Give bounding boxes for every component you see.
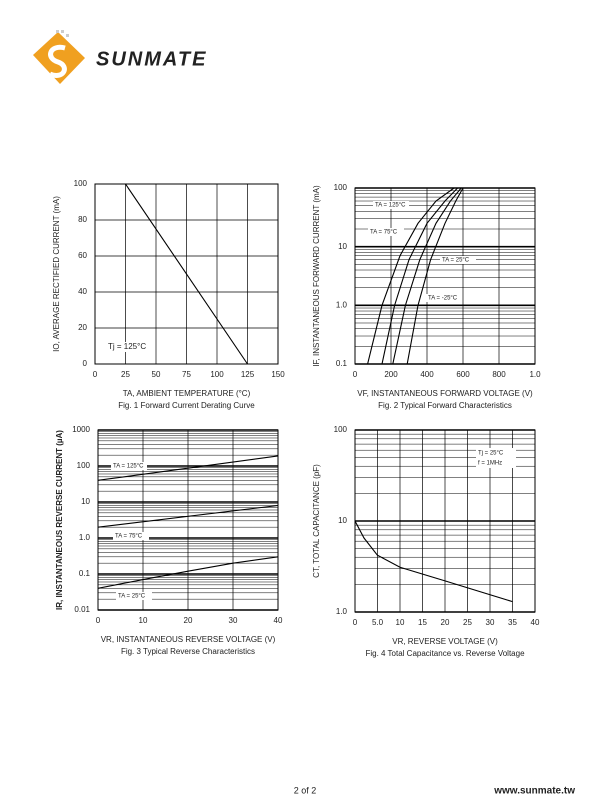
series-line [381, 187, 458, 365]
series-label: TA = 75°C [370, 230, 398, 236]
caption: Fig. 2 Typical Forward Characteristics [378, 401, 512, 410]
y-axis-label: CT, TOTAL CAPACITANCE (pF) [312, 464, 321, 578]
y-tick-label: 40 [78, 287, 87, 296]
x-tick-label: 1.0 [529, 370, 541, 379]
x-tick-label: 100 [210, 370, 224, 379]
x-tick-label: 25 [121, 370, 130, 379]
series-line [354, 520, 513, 603]
caption: Fig. 3 Typical Reverse Characteristics [121, 647, 255, 656]
annotation-bg [106, 342, 146, 352]
series-label: TA = 125°C [113, 464, 144, 470]
x-axis-label: VF, INSTANTANEOUS FORWARD VOLTAGE (V) [357, 389, 533, 398]
series-label: TA = 25°C [118, 594, 146, 600]
series-label-bg [113, 532, 149, 540]
annotation-bg [476, 458, 516, 468]
x-tick-label: 200 [384, 370, 398, 379]
x-tick-label: 40 [274, 616, 283, 625]
y-tick-label: 10 [338, 516, 347, 525]
y-tick-label: 1000 [72, 425, 90, 434]
series-label: TA = 25°C [442, 258, 470, 264]
x-tick-label: 15 [418, 618, 427, 627]
y-axis-label: IO, AVERAGE RECTIFIED CURRENT (mA) [52, 196, 61, 352]
x-tick-label: 5.0 [372, 618, 384, 627]
x-tick-label: 125 [241, 370, 255, 379]
series-label-bg [116, 592, 152, 600]
series-label-bg [368, 228, 404, 236]
y-tick-label: 1.0 [336, 300, 348, 309]
y-tick-label: 0.1 [336, 359, 348, 368]
page-number: 2 of 2 [294, 785, 317, 795]
annotation: Tj = 125°C [108, 342, 146, 351]
x-tick-label: 25 [463, 618, 472, 627]
y-axis-label: IR, INSTANTANEOUS REVERSE CURRENT (µA) [55, 430, 64, 610]
y-tick-label: 0 [83, 359, 88, 368]
x-axis-label: VR, INSTANTANEOUS REVERSE VOLTAGE (V) [101, 635, 276, 644]
x-tick-label: 30 [229, 616, 238, 625]
x-tick-label: 35 [508, 618, 517, 627]
y-tick-label: 0.01 [74, 605, 90, 614]
x-tick-label: 20 [441, 618, 450, 627]
series-label-bg [111, 462, 147, 470]
logo-icon [33, 30, 85, 84]
y-tick-label: 80 [78, 215, 87, 224]
y-tick-label: 100 [334, 183, 348, 192]
x-tick-label: 800 [492, 370, 506, 379]
y-axis-label: IF, INSTANTANEOUS FORWARD CURRENT (mA) [312, 185, 321, 367]
y-tick-label: 1.0 [79, 533, 91, 542]
y-tick-label: 0.1 [79, 569, 91, 578]
y-tick-label: 20 [78, 323, 87, 332]
series-line [97, 504, 279, 528]
y-tick-label: 1.0 [336, 607, 348, 616]
x-tick-label: 0 [93, 370, 98, 379]
x-tick-label: 50 [152, 370, 161, 379]
series-label: TA = 75°C [115, 534, 143, 540]
annotation: Tj = 25°C [478, 451, 504, 457]
series-label: TA = -25°C [428, 296, 458, 302]
x-tick-label: 600 [456, 370, 470, 379]
y-tick-label: 100 [74, 179, 88, 188]
x-tick-label: 10 [396, 618, 405, 627]
series-line [95, 183, 248, 365]
x-tick-label: 0 [353, 618, 358, 627]
x-axis-label: TA, AMBIENT TEMPERATURE (°C) [123, 389, 251, 398]
series-line [406, 187, 464, 365]
series-label: TA = 125°C [375, 203, 406, 209]
x-tick-label: 40 [531, 618, 540, 627]
series-label-bg [440, 256, 476, 264]
x-axis-label: VR, REVERSE VOLTAGE (V) [392, 637, 498, 646]
logo-text: SUNMATE [96, 48, 207, 70]
annotation: f = 1MHz [478, 461, 502, 467]
series-line [97, 556, 279, 589]
series-label-bg [373, 201, 409, 209]
y-tick-label: 10 [338, 242, 347, 251]
website: www.sunmate.tw [493, 786, 575, 797]
series-line [97, 455, 279, 481]
series-label-bg [426, 294, 462, 302]
series-line [392, 187, 462, 365]
y-tick-label: 60 [78, 251, 87, 260]
x-tick-label: 0 [96, 616, 101, 625]
x-tick-label: 400 [420, 370, 434, 379]
x-tick-label: 30 [486, 618, 495, 627]
y-tick-label: 10 [81, 497, 90, 506]
x-tick-label: 20 [184, 616, 193, 625]
caption: Fig. 1 Forward Current Derating Curve [118, 401, 255, 410]
caption: Fig. 4 Total Capacitance vs. Reverse Vol… [365, 649, 525, 658]
y-tick-label: 100 [77, 461, 91, 470]
x-tick-label: 150 [271, 370, 285, 379]
x-tick-label: 10 [139, 616, 148, 625]
y-tick-label: 100 [334, 425, 348, 434]
x-tick-label: 0 [353, 370, 358, 379]
x-tick-label: 75 [182, 370, 191, 379]
series-line [367, 187, 455, 365]
annotation-bg [476, 448, 516, 458]
